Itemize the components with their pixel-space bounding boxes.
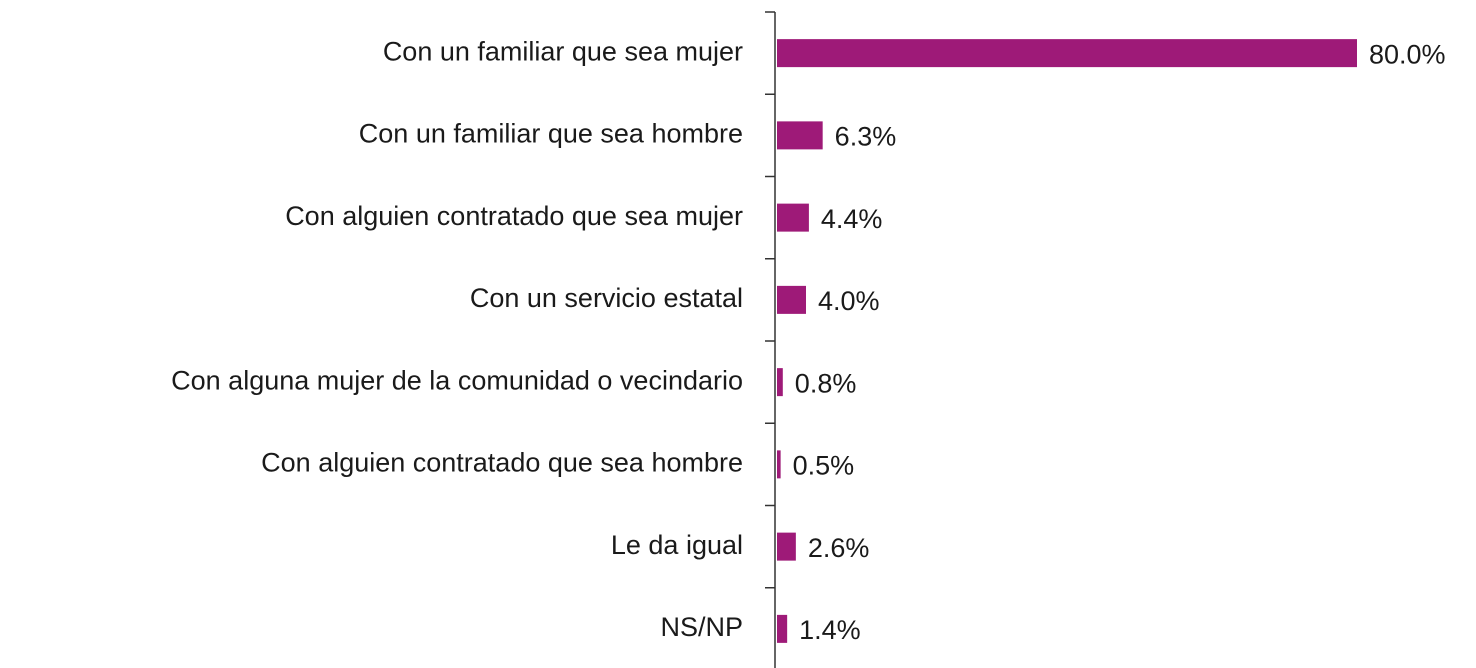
bar [777,368,783,397]
category-label: Con un familiar que sea mujer [383,36,743,66]
bar [777,450,781,479]
bar [777,532,796,561]
value-label: 4.4% [821,204,883,234]
category-label: Con alguien contratado que sea hombre [261,448,743,478]
value-label: 4.0% [818,286,880,316]
value-label: 0.5% [793,451,855,481]
value-label: 1.4% [799,615,861,645]
category-label: Con alguna mujer de la comunidad o vecin… [171,365,743,395]
bar [777,39,1357,68]
bar [777,121,823,150]
bar [777,285,806,314]
value-label: 80.0% [1369,39,1446,69]
category-label: Con alguien contratado que sea mujer [285,201,743,231]
bar [777,203,809,232]
category-label: Con un servicio estatal [470,283,743,313]
category-label: NS/NP [660,612,743,642]
category-label: Le da igual [611,530,743,560]
category-label: Con un familiar que sea hombre [359,119,743,149]
value-label: 0.8% [795,368,857,398]
bar [777,614,788,643]
value-label: 2.6% [808,533,870,563]
value-label: 6.3% [835,122,897,152]
